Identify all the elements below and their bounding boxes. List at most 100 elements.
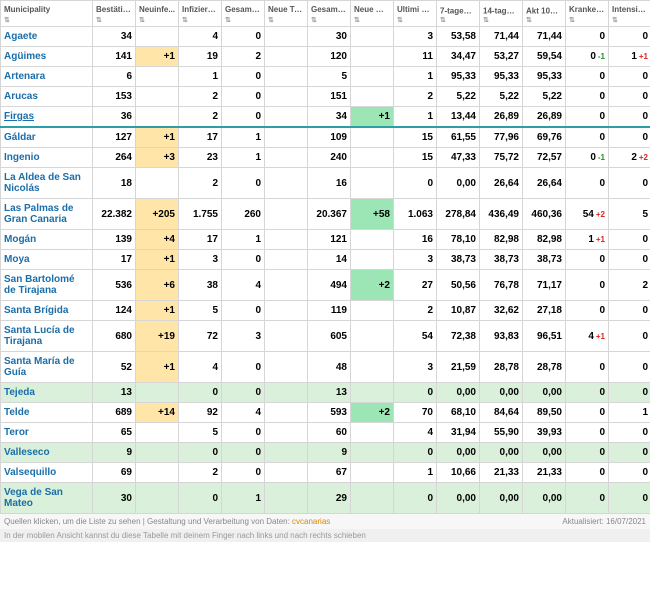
column-header[interactable]: Neuinfe...⇅ [136,1,179,27]
table-row: Santa María de Guía52+14048321,5928,7828… [1,352,650,383]
column-header[interactable]: Gesamtz... Todesfälle ⇅ [222,1,265,27]
column-header[interactable]: Akt 100K[i]⇅ [523,1,566,27]
column-header[interactable]: 14-tages inzidenz[i]⇅ [480,1,523,27]
data-cell: 0 [222,168,265,199]
data-cell: 0 [566,423,609,443]
data-cell: 0,00 [523,443,566,463]
sort-icon[interactable]: ⇅ [268,16,274,24]
data-cell: 82,98 [523,230,566,250]
cell-value: 0 [642,91,648,102]
cell-value: 0,00 [543,493,562,504]
sort-icon[interactable]: ⇅ [4,16,10,24]
sort-icon[interactable]: ⇅ [526,16,532,24]
cell-value: 0 [255,91,261,102]
cell-value: 82,98 [494,234,519,245]
data-cell: 3 [394,250,437,270]
sort-icon[interactable]: ⇅ [225,16,231,24]
delta-badge: +2 [596,210,605,219]
municipality-link[interactable]: Santa Brígida [1,301,93,321]
column-header[interactable]: Infizierte aktiv⇅ [179,1,222,27]
column-header[interactable]: Ultimi 7 Tage⇅ [394,1,437,27]
cell-value: 119 [331,305,347,316]
cell-value: 0 [599,91,605,102]
data-cell: 26,64 [480,168,523,199]
data-cell: 9 [308,443,351,463]
sort-icon[interactable]: ⇅ [354,16,360,24]
data-cell: +2 [351,403,394,423]
data-cell: 0 [609,27,650,47]
sort-icon[interactable]: ⇅ [311,16,317,24]
sort-icon[interactable]: ⇅ [96,16,102,24]
column-header[interactable]: Municipality⇅ [1,1,93,27]
cell-value: 95,33 [494,71,519,82]
municipality-link[interactable]: Firgas [1,107,93,128]
sort-icon[interactable]: ⇅ [483,16,489,24]
municipality-link[interactable]: Vega de San Mateo [1,483,93,514]
cell-value: 0 [255,362,261,373]
data-cell [351,321,394,352]
column-header[interactable]: Neue Genesene⇅ [351,1,394,27]
data-cell: 48 [308,352,351,383]
cell-value: 72 [207,331,218,342]
data-cell [265,463,308,483]
data-cell: 1+1 [566,230,609,250]
table-row: Agaete344030353,5871,4471,4400 [1,27,650,47]
municipality-link[interactable]: Santa Lucía de Tirajana [1,321,93,352]
municipality-link[interactable]: Arucas [1,87,93,107]
cell-value: 4 [255,407,261,418]
municipality-link[interactable]: Ingenio [1,148,93,168]
sort-icon[interactable]: ⇅ [139,16,145,24]
municipality-link[interactable]: Agaete [1,27,93,47]
sort-icon[interactable]: ⇅ [397,16,403,24]
sort-icon[interactable]: ⇅ [440,16,446,24]
data-cell [351,301,394,321]
municipality-link[interactable]: Telde [1,403,93,423]
data-cell: 14 [308,250,351,270]
cell-value: 0 [642,362,648,373]
column-header[interactable]: Kranken...⇅ [566,1,609,27]
municipality-link[interactable]: Las Palmas de Gran Canaria [1,199,93,230]
municipality-link[interactable]: Artenara [1,67,93,87]
data-cell: 31,94 [437,423,480,443]
municipality-link[interactable]: Moya [1,250,93,270]
cell-value: 26,64 [494,178,519,189]
cell-value: 0 [642,178,648,189]
data-cell: 82,98 [480,230,523,250]
data-cell: 1 [609,403,650,423]
column-header[interactable]: Gesamten Genesene⇅ [308,1,351,27]
column-label: Gesamtz... Todesfälle [225,5,265,14]
municipality-link[interactable]: Agüimes [1,47,93,67]
table-row: Tejeda13001300,000,000,0000 [1,383,650,403]
municipality-link[interactable]: La Aldea de San Nicolás [1,168,93,199]
municipality-link[interactable]: Teror [1,423,93,443]
column-header[interactable]: Neue Todesfäll...⇅ [265,1,308,27]
data-cell: 0-1 [566,148,609,168]
column-header[interactable]: Bestätigte Fälle⇅ [93,1,136,27]
municipality-link[interactable]: Santa María de Guía [1,352,93,383]
data-cell: 0 [566,250,609,270]
municipality-link[interactable]: San Bartolomé de Tirajana [1,270,93,301]
column-header[interactable]: 7-tages inzidenz[i]⇅ [437,1,480,27]
municipality-link[interactable]: Tejeda [1,383,93,403]
sort-icon[interactable]: ⇅ [182,16,188,24]
data-cell: 5 [609,199,650,230]
column-header[interactable]: Intensiv...⇅ [609,1,650,27]
sort-icon[interactable]: ⇅ [612,16,618,24]
municipality-link[interactable]: Gáldar [1,127,93,148]
data-cell: 0 [566,443,609,463]
cell-value: 10,66 [451,467,476,478]
cell-value: 0 [599,111,605,122]
data-cell: 5 [179,423,222,443]
footer-source[interactable]: Quellen klicken, um die Liste zu sehen |… [4,517,330,526]
data-cell: 47,33 [437,148,480,168]
municipality-link[interactable]: Valleseco [1,443,93,463]
data-cell [265,250,308,270]
cell-value: 0 [212,493,218,504]
cell-value: 2 [212,467,218,478]
data-cell: 0 [222,67,265,87]
data-cell [351,27,394,47]
sort-icon[interactable]: ⇅ [569,16,575,24]
municipality-link[interactable]: Valsequillo [1,463,93,483]
data-cell: 15 [394,148,437,168]
municipality-link[interactable]: Mogán [1,230,93,250]
